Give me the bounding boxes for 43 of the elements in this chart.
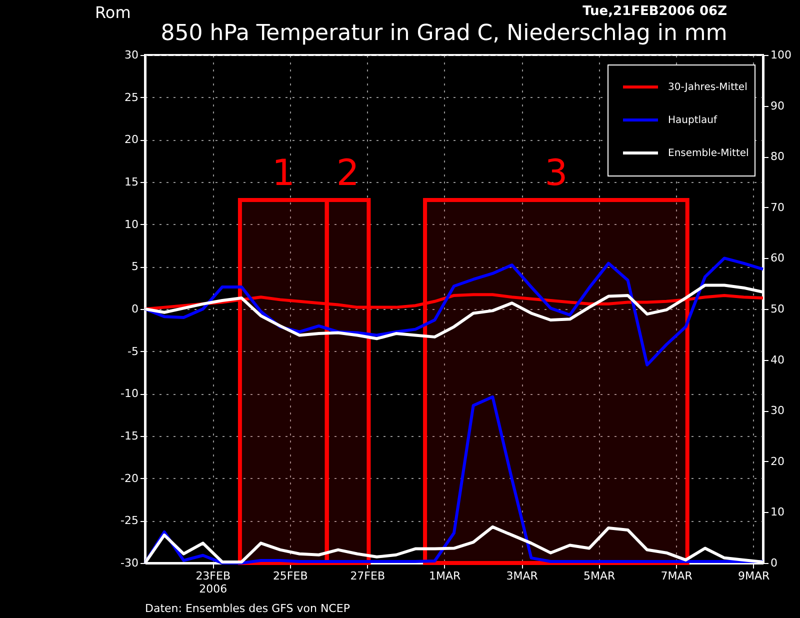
x-tick-label: 1MAR: [429, 570, 462, 582]
y-tick-label: 20: [124, 133, 138, 146]
chart-subtitle: Tue,21FEB2006 06Z: [582, 4, 727, 19]
chart-title: 850 hPa Temperatur in Grad C, Niederschlag in mm: [160, 21, 728, 46]
x-tick-label: 27FEB: [350, 570, 386, 582]
y-tick-label: -5: [128, 344, 138, 358]
y-tick-label: -25: [120, 514, 138, 528]
y2-tick-label: 70: [770, 200, 784, 214]
y-tick-label: 0: [132, 302, 138, 316]
y2-tick-label: 80: [770, 150, 784, 164]
y-tick-label: 10: [124, 218, 138, 231]
y-tick-label: 5: [132, 260, 138, 274]
y2-tick-label: 100: [770, 48, 792, 62]
y-tick-label: -30: [120, 556, 138, 570]
y2-tick-label: 0: [770, 556, 778, 570]
y2-tick-label: 10: [770, 506, 784, 519]
x-tick-label: 7MAR: [660, 570, 693, 582]
band-label: 2: [336, 153, 360, 194]
text: Daten: Ensembles des GFS von NCEP: [145, 602, 350, 615]
x-tick-label: 3MAR: [506, 570, 538, 582]
line-series: [144, 256, 764, 366]
text: Rom: [95, 3, 131, 22]
band-label: 3: [544, 153, 568, 194]
y2-tick-label: 60: [770, 252, 784, 265]
y-tick-label: 30: [124, 48, 138, 62]
y2-tick-label: 50: [770, 302, 784, 316]
y2-tick-label: 90: [770, 99, 784, 112]
legend-label: Ensemble-Mittel: [668, 148, 749, 159]
x-tick-label: 5MAR: [584, 570, 616, 582]
y2-tick-label: 40: [770, 353, 784, 366]
band-label: 1: [272, 153, 295, 194]
x-tick-label: 9MAR: [738, 570, 770, 582]
x-tick-label: 25FEB: [272, 570, 308, 582]
legend-label: Hauptlauf: [668, 115, 718, 126]
y2-tick-label: 30: [770, 404, 784, 418]
y-tick-label: -15: [120, 430, 138, 442]
y-tick-label: -10: [120, 387, 138, 400]
y-tick-label: 15: [124, 176, 138, 188]
x-tick-label: 23FEB 2006: [196, 570, 231, 596]
legend-label: 30-Jahres-Mittel: [668, 82, 748, 93]
y-tick-label: 25: [124, 90, 138, 104]
y2-tick-label: 20: [770, 454, 784, 468]
y-tick-label: -20: [120, 472, 138, 485]
